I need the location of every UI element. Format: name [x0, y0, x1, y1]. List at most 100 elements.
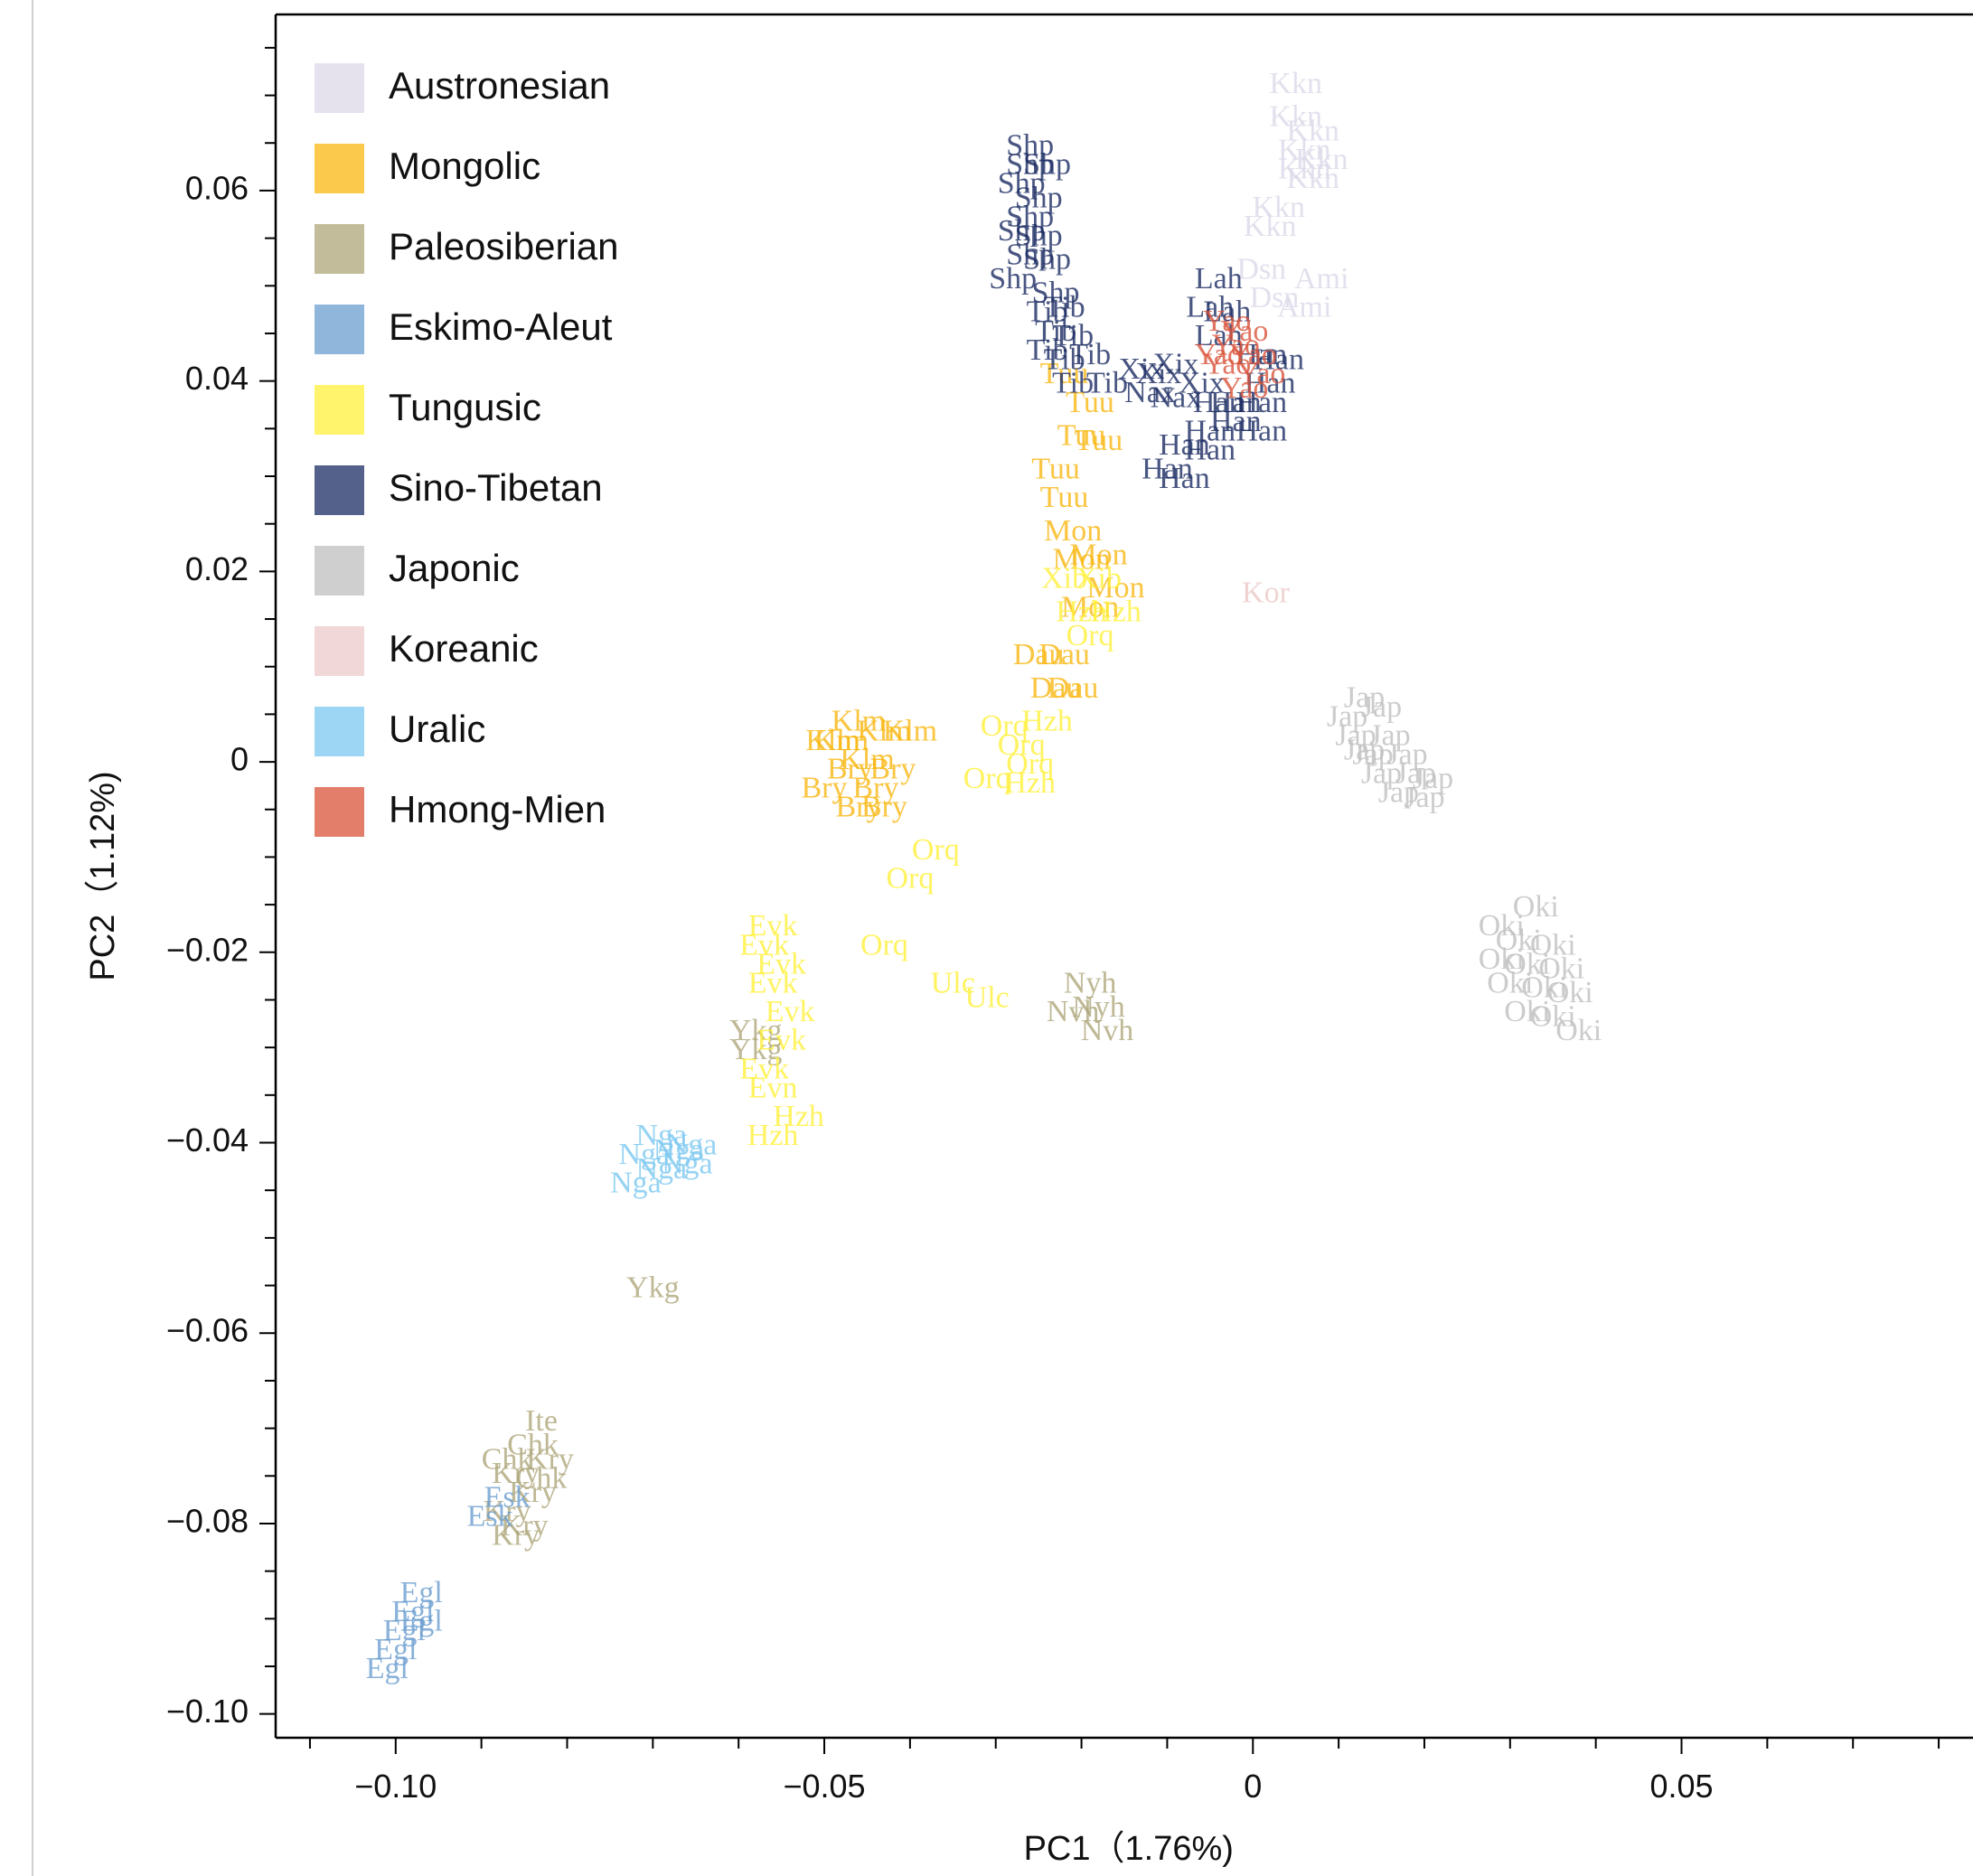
data-point: Ite — [525, 1404, 558, 1438]
data-point: Hzh — [773, 1100, 824, 1133]
legend-label: Austronesian — [389, 64, 610, 107]
points-layer: KknKknKknKknKknKknKknKknKknAmiAmiDsnDsnK… — [366, 67, 1602, 1685]
data-point: Evk — [766, 995, 815, 1028]
data-point: Han — [1159, 462, 1210, 495]
legend-label: Japonic — [389, 547, 520, 589]
data-point: Xib — [1076, 562, 1122, 596]
data-point: Tib — [1027, 333, 1068, 367]
data-point: Shp — [998, 214, 1046, 248]
data-point: Oki — [1496, 924, 1542, 957]
data-point: Kkn — [1269, 67, 1322, 100]
data-point: Chk — [507, 1428, 559, 1461]
data-point: Jap — [1352, 738, 1393, 772]
legend-swatch — [315, 787, 364, 837]
data-point: Jap — [1335, 718, 1376, 752]
data-point: Nga — [635, 1119, 687, 1152]
data-point: Oki — [1547, 976, 1593, 1009]
data-point: Shp — [1006, 147, 1054, 181]
data-point: Orq — [860, 928, 908, 961]
data-point: Bry — [852, 771, 898, 804]
data-point: Lah — [1186, 290, 1234, 324]
y-tick-label: −0.08 — [166, 1502, 249, 1539]
data-point: Mon — [1061, 590, 1119, 624]
data-point: Han — [1210, 386, 1262, 419]
data-point: Shp — [989, 262, 1037, 295]
data-point: Yao — [1212, 329, 1260, 362]
data-point: Jap — [1404, 781, 1444, 814]
data-point: Jap — [1395, 757, 1436, 791]
data-point: Kkn — [1252, 191, 1305, 224]
data-point: Egl — [400, 1604, 443, 1637]
data-point: Han — [1210, 405, 1262, 438]
data-point: Tuu — [1040, 481, 1089, 514]
data-point: Shp — [1023, 243, 1071, 277]
data-point: Evk — [748, 966, 798, 999]
legend-label: Hmong-Mien — [389, 788, 606, 830]
data-point: Nax — [1124, 376, 1176, 409]
data-point: Xix — [1179, 367, 1225, 400]
data-point: Nyh — [1064, 966, 1117, 999]
data-point: Dsn — [1236, 252, 1286, 286]
data-point: Ulc — [931, 966, 975, 999]
data-point: Orq — [963, 762, 1011, 795]
data-point: Ami — [1277, 290, 1331, 324]
data-point: Nga — [653, 1133, 704, 1167]
legend-label: Tungusic — [389, 386, 541, 428]
data-point: Han — [1245, 367, 1296, 400]
data-point: Esk — [467, 1499, 513, 1533]
data-point: Han — [1184, 414, 1235, 447]
data-point: Nvh — [1047, 995, 1100, 1028]
legend-swatch — [315, 63, 364, 113]
data-point: Xix — [1135, 357, 1181, 390]
data-point: Tib — [1044, 290, 1085, 324]
data-point: Chk — [516, 1461, 568, 1495]
data-point: Hzh — [747, 1119, 799, 1152]
y-tick-label: 0 — [230, 741, 249, 778]
data-point: Oki — [1530, 928, 1576, 961]
legend-swatch — [315, 546, 364, 596]
data-point: Bry — [861, 790, 907, 823]
data-point: Lah — [1203, 295, 1251, 329]
data-point: Nga — [618, 1138, 670, 1171]
data-point: Lah — [1195, 262, 1243, 295]
data-point: Mon — [1044, 514, 1102, 548]
data-point: Han — [1142, 452, 1193, 485]
data-point: Mon — [1086, 571, 1144, 605]
data-point: Kry — [484, 1495, 531, 1528]
data-point: Ami — [1294, 262, 1348, 295]
data-point: Jap — [1361, 757, 1402, 791]
data-point: Evk — [739, 928, 789, 961]
data-point: Egl — [400, 1576, 443, 1609]
data-point: Egl — [383, 1614, 426, 1647]
data-point: Han — [1253, 342, 1304, 376]
data-point: Bry — [827, 752, 873, 785]
x-tick-label: 0 — [1244, 1768, 1262, 1805]
data-point: Orq — [886, 862, 934, 896]
data-point: Tuu — [1031, 452, 1080, 485]
data-point: Orq — [981, 709, 1029, 743]
data-point: Egl — [366, 1652, 409, 1685]
data-point: Han — [1235, 338, 1287, 371]
data-point: Nax — [1151, 380, 1202, 414]
x-tick-label: −0.05 — [783, 1768, 865, 1805]
data-point: Kry — [492, 1518, 540, 1552]
data-point: Nyh — [1072, 990, 1125, 1024]
legend-swatch — [315, 465, 364, 515]
data-point: Hzh — [1004, 766, 1056, 800]
data-point: Kry — [526, 1442, 574, 1476]
data-point: Jap — [1361, 690, 1402, 724]
legend-label: Uralic — [389, 708, 485, 750]
data-point: Shp — [1032, 277, 1080, 310]
legend-swatch — [315, 224, 364, 274]
data-point: Tib — [1086, 367, 1128, 400]
y-tick-label: 0.02 — [185, 550, 249, 587]
data-point: Shp — [1015, 181, 1063, 214]
data-point: Bry — [802, 771, 848, 804]
x-axis-title: PC1（1.76%) — [1024, 1830, 1234, 1868]
y-tick-label: 0.04 — [185, 360, 249, 397]
y-tick-label: −0.04 — [166, 1121, 249, 1158]
data-point: Jap — [1327, 699, 1367, 733]
data-point: Kry — [492, 1457, 540, 1490]
data-point: Hzh — [1021, 705, 1073, 738]
